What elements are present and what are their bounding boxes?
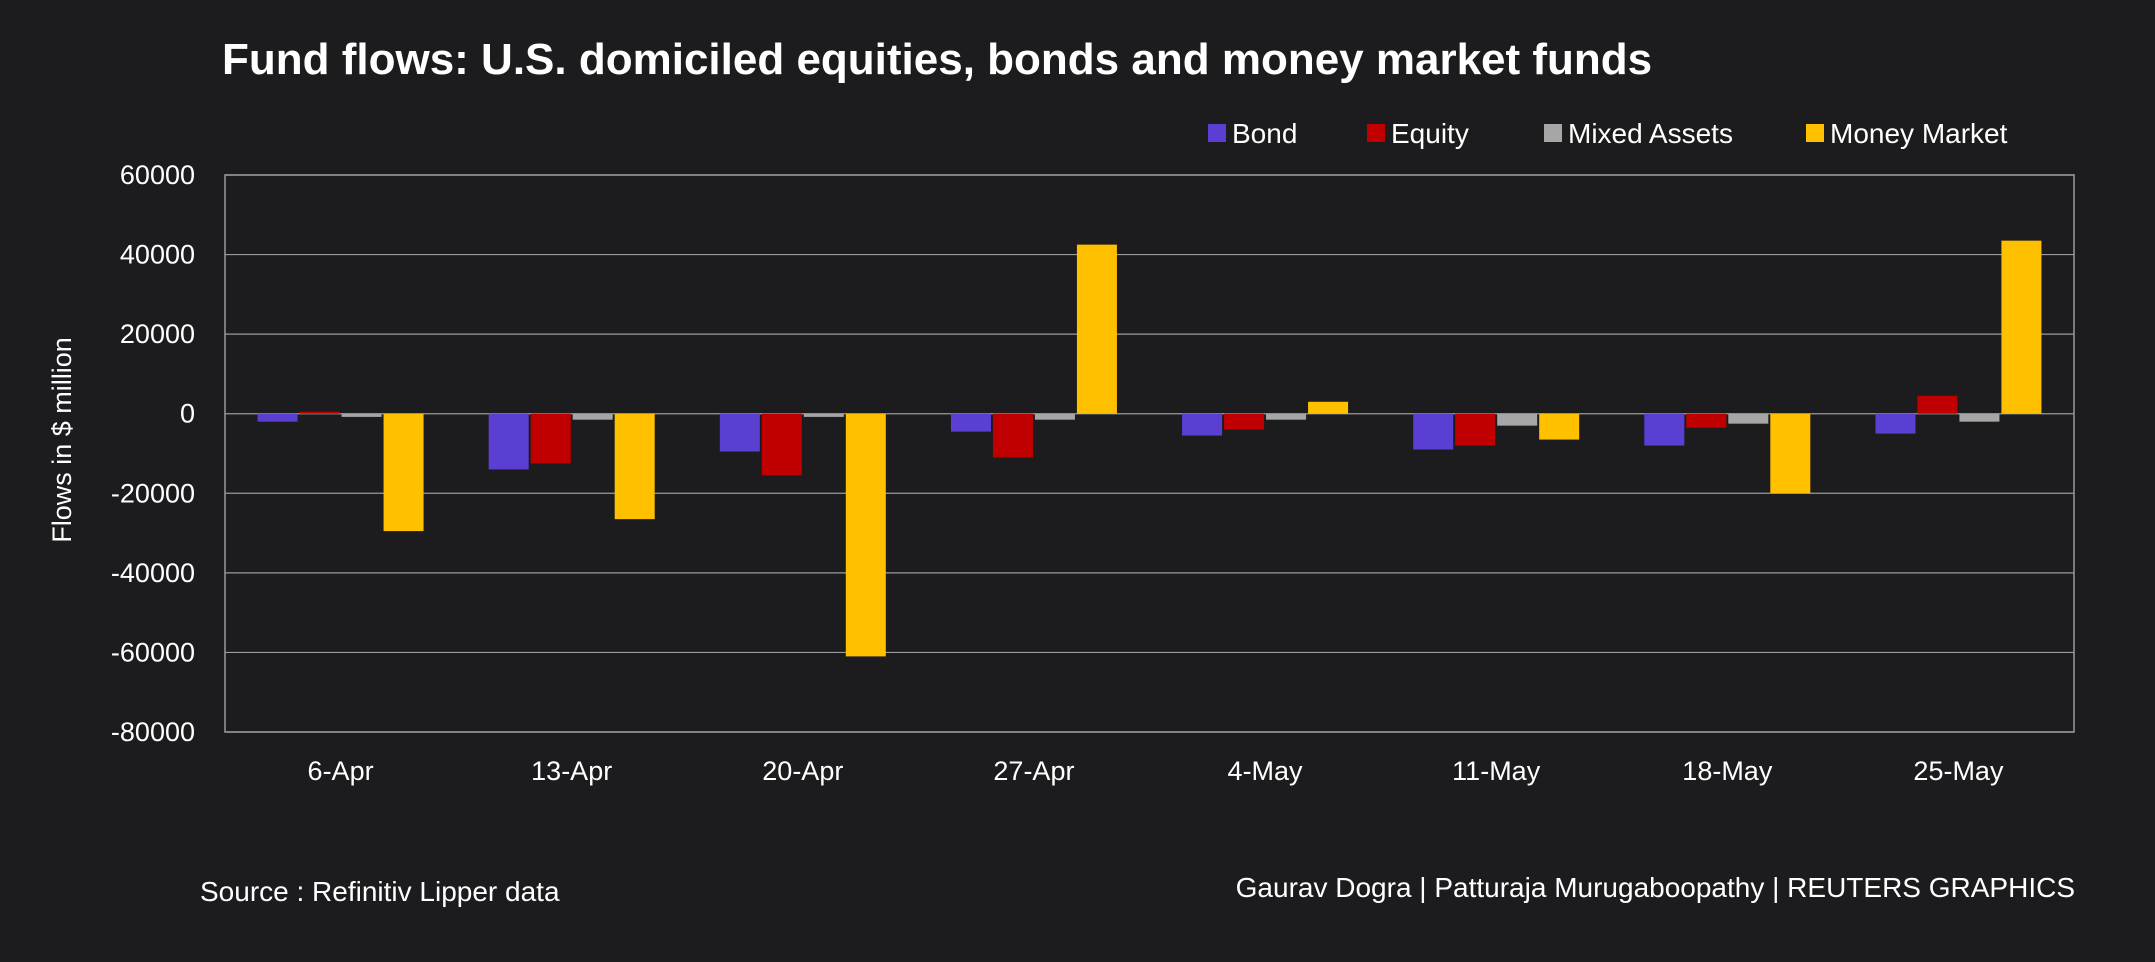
legend-swatch-bond (1208, 124, 1226, 142)
bar-money-market (2001, 240, 2042, 414)
bar-equity (1686, 413, 1727, 428)
bar-bond (488, 413, 529, 470)
credit-line: Gaurav Dogra | Patturaja Murugaboopathy … (1236, 872, 2075, 903)
legend-swatch-mixed-assets (1544, 124, 1562, 142)
bar-bond (1413, 413, 1454, 450)
legend-label-bond: Bond (1232, 118, 1297, 149)
legend-label-money-market: Money Market (1830, 118, 2008, 149)
x-tick-label: 4-May (1228, 756, 1304, 786)
bars (257, 240, 2042, 657)
y-tick-label: 20000 (120, 319, 195, 349)
bar-mixed-assets (341, 413, 382, 417)
bar-money-market (1539, 413, 1580, 440)
bar-money-market (383, 413, 424, 532)
legend-swatch-money-market (1806, 124, 1824, 142)
legend-label-equity: Equity (1391, 118, 1469, 149)
bar-money-market (614, 413, 655, 520)
x-tick-label: 27-Apr (993, 756, 1074, 786)
y-tick-label: -40000 (111, 558, 195, 588)
y-tick-label: 40000 (120, 240, 195, 270)
y-tick-label: -20000 (111, 478, 195, 508)
bar-equity (530, 413, 571, 464)
bar-mixed-assets (1034, 413, 1075, 420)
legend: Bond Equity Mixed Assets Money Market (1208, 118, 2008, 149)
chart-title: Fund flows: U.S. domiciled equities, bon… (222, 35, 1652, 84)
x-tick-label: 13-Apr (531, 756, 612, 786)
bar-equity (1224, 413, 1265, 430)
y-tick-label: 0 (180, 399, 195, 429)
y-axis-ticks: 60000 40000 20000 0 -20000 -40000 -60000 -80000 (111, 160, 195, 747)
x-axis-ticks: 6-Apr 13-Apr 20-Apr 27-Apr 4-May 11-May 18-May… (308, 756, 2004, 786)
bar-mixed-assets (572, 413, 613, 420)
bar-bond (719, 413, 760, 452)
bar-mixed-assets (1728, 413, 1769, 424)
bar-bond (257, 413, 298, 422)
x-tick-label: 25-May (1913, 756, 2004, 786)
bar-mixed-assets (803, 413, 844, 417)
bar-mixed-assets (1497, 413, 1538, 426)
legend-label-mixed-assets: Mixed Assets (1568, 118, 1733, 149)
plot-frame (224, 174, 2075, 733)
bar-bond (1182, 413, 1223, 436)
bar-equity (1917, 395, 1958, 414)
y-tick-label: 60000 (120, 160, 195, 190)
bar-mixed-assets (1266, 413, 1307, 420)
bar-money-market (1076, 244, 1117, 414)
y-axis-label: Flows in $ million (47, 337, 77, 543)
x-tick-label: 20-Apr (762, 756, 843, 786)
legend-swatch-equity (1367, 124, 1385, 142)
source-note: Source : Refinitiv Lipper data (200, 876, 560, 907)
bar-equity (761, 413, 802, 476)
bar-money-market (1770, 413, 1811, 494)
bar-equity (992, 413, 1033, 458)
x-tick-label: 6-Apr (308, 756, 374, 786)
bar-bond (1644, 413, 1685, 446)
bar-equity (299, 411, 340, 414)
y-tick-label: -60000 (111, 637, 195, 667)
bar-bond (950, 413, 991, 432)
bar-equity (1455, 413, 1496, 446)
bar-money-market (1308, 401, 1349, 414)
x-tick-label: 18-May (1682, 756, 1773, 786)
bar-mixed-assets (1959, 413, 2000, 422)
bar-bond (1875, 413, 1916, 434)
bar-money-market (845, 413, 886, 657)
x-tick-label: 11-May (1452, 756, 1541, 786)
y-tick-label: -80000 (111, 717, 195, 747)
